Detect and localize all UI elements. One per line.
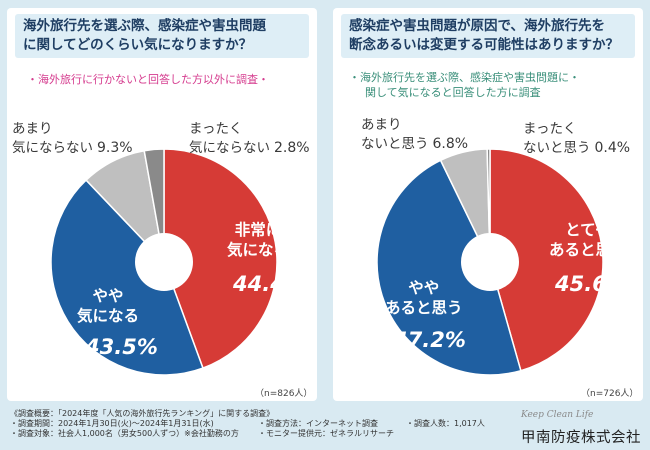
footer-count: ・調査人数：1,017人 <box>406 419 485 428</box>
right-slice-somewhat <box>376 159 522 376</box>
left-pie-chart <box>50 148 278 376</box>
left-pct-never: 2.8% <box>274 140 310 156</box>
brand-tagline: Keep Clean Life <box>521 410 594 420</box>
right-survey-note: ・海外旅行先を選ぶ際、感染症や害虫問題に・ 関して気になると回答した方に調査 <box>349 71 580 99</box>
right-chart-panel: 感染症や害虫問題が原因で、海外旅行先を 断念あるいは変更する可能性はありますか？… <box>333 8 643 401</box>
right-label-rarely: あまり ないと思う 6.8% <box>361 117 469 152</box>
left-label-rarely: あまり 気にならない 9.3% <box>12 121 133 156</box>
left-survey-note: ・海外旅行に行かないと回答した方以外に調査・ <box>27 73 269 86</box>
left-question: 海外旅行先を選ぶ際、感染症や害虫問題 に関してどのくらい気になりますか？ <box>15 14 309 58</box>
right-slice-very <box>489 148 604 372</box>
right-pct-rarely: 6.8% <box>432 136 469 152</box>
left-question-line1: 海外旅行先を選ぶ際、感染症や害虫問題 <box>23 18 266 34</box>
brand-name: 甲南防疫株式会社 <box>521 430 641 446</box>
right-donut-hole <box>461 233 519 291</box>
right-pct-somewhat: 47.2% <box>393 328 466 352</box>
footer-title: 《調査概要：「2024年度「人気の海外旅行先ランキング」に関する調査》 <box>10 409 275 418</box>
right-pct-very: 45.6% <box>555 272 628 296</box>
right-pct-never: 0.4% <box>594 140 631 156</box>
right-pie-chart <box>376 148 604 376</box>
footer-period: ・調査期間：2024年1月30日(火)～2024年1月31日(水) <box>10 419 214 428</box>
footer-target: ・調査対象：社会人1,000名（男女500人ずつ）※会社勤務の方 <box>10 429 239 438</box>
left-label-very: 非常に 気になる <box>227 221 290 259</box>
left-donut-hole <box>135 233 193 291</box>
right-label-never: まったく ないと思う 0.4% <box>523 121 631 156</box>
right-sample-size: （n=726人） <box>581 389 639 399</box>
left-sample-size: （n=826人） <box>255 389 313 399</box>
right-question-line1: 感染症や害虫問題が原因で、海外旅行先を <box>349 18 605 34</box>
left-label-never: まったく 気にならない 2.8% <box>189 121 310 156</box>
right-label-very: とても あると思う <box>549 221 627 259</box>
left-slice-somewhat <box>50 179 204 376</box>
footer-method: ・調査方法：インターネット調査 <box>258 419 378 428</box>
left-chart-panel: 海外旅行先を選ぶ際、感染症や害虫問題 に関してどのくらい気になりますか？ ・海外… <box>7 8 317 401</box>
left-pct-very: 44.4% <box>233 272 306 296</box>
footer-provider: ・モニター提供元：ゼネラルリサーチ <box>258 429 394 438</box>
left-label-somewhat: やや 気になる <box>77 287 140 325</box>
left-slice-very <box>163 148 278 370</box>
right-question: 感染症や害虫問題が原因で、海外旅行先を 断念あるいは変更する可能性はありますか？ <box>341 14 635 58</box>
survey-overview: 《調査概要：「2024年度「人気の海外旅行先ランキング」に関する調査》 ・調査期… <box>10 409 485 439</box>
left-question-line2: に関してどのくらい気になりますか？ <box>23 37 253 53</box>
left-pct-somewhat: 43.5% <box>85 335 158 359</box>
left-pct-rarely: 9.3% <box>97 140 133 156</box>
right-question-line2: 断念あるいは変更する可能性はありますか？ <box>349 37 619 53</box>
right-label-somewhat: やや あると思う <box>385 279 463 317</box>
